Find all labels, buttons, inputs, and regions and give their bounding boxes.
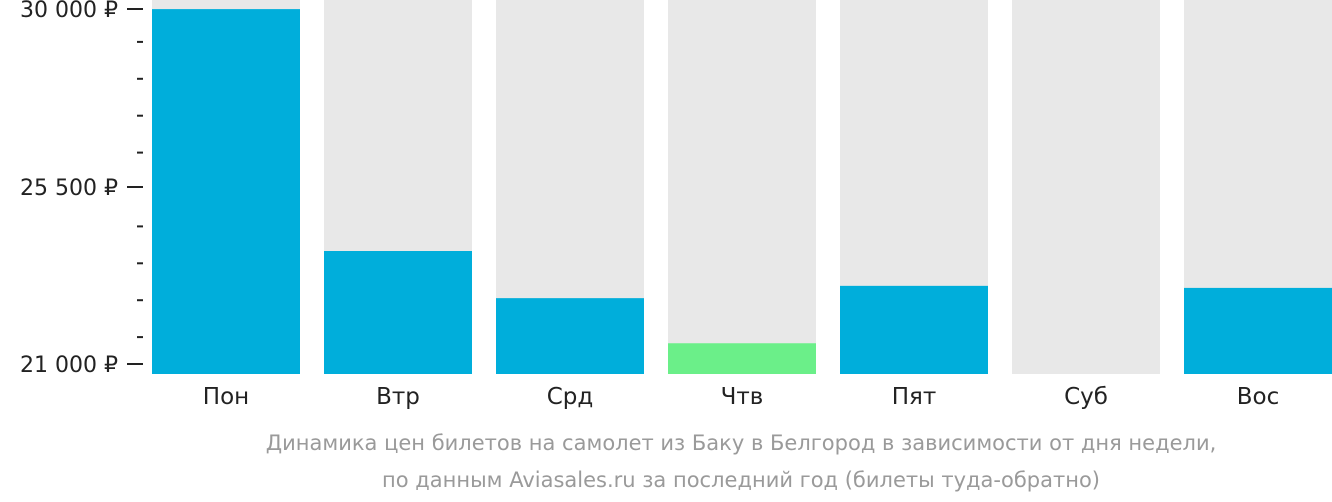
caption-line-2: по данным Aviasales.ru за последний год … (382, 468, 1100, 492)
x-tick-label: Чтв (721, 384, 764, 410)
bar-2[interactable] (324, 251, 472, 374)
x-tick-label: Суб (1064, 384, 1108, 410)
y-tick-label: 30 000 ₽ (20, 0, 118, 23)
bar-1[interactable] (152, 9, 300, 374)
x-tick-label: Пят (892, 384, 937, 410)
bar-7[interactable] (1184, 287, 1332, 374)
bar-3[interactable] (496, 298, 644, 374)
bar-background-4 (668, 0, 816, 374)
x-tick-label: Втр (376, 384, 420, 410)
y-axis: 30 000 ₽ 25 500 ₽ 21 000 ₽ (20, 0, 143, 378)
bar-5[interactable] (840, 285, 988, 374)
x-tick-label: Вос (1237, 384, 1280, 410)
caption-line-1: Динамика цен билетов на самолет из Баку … (265, 431, 1217, 455)
x-axis-labels: Пон Втр Срд Чтв Пят Суб Вос (203, 384, 1279, 410)
x-tick-label: Срд (547, 384, 594, 410)
y-tick-label: 25 500 ₽ (20, 176, 118, 201)
bar-background-6 (1012, 0, 1160, 374)
y-tick-label: 21 000 ₽ (20, 353, 118, 378)
bar-layer (152, 9, 1332, 374)
x-tick-label: Пон (203, 384, 249, 410)
bar-4[interactable] (668, 343, 816, 374)
